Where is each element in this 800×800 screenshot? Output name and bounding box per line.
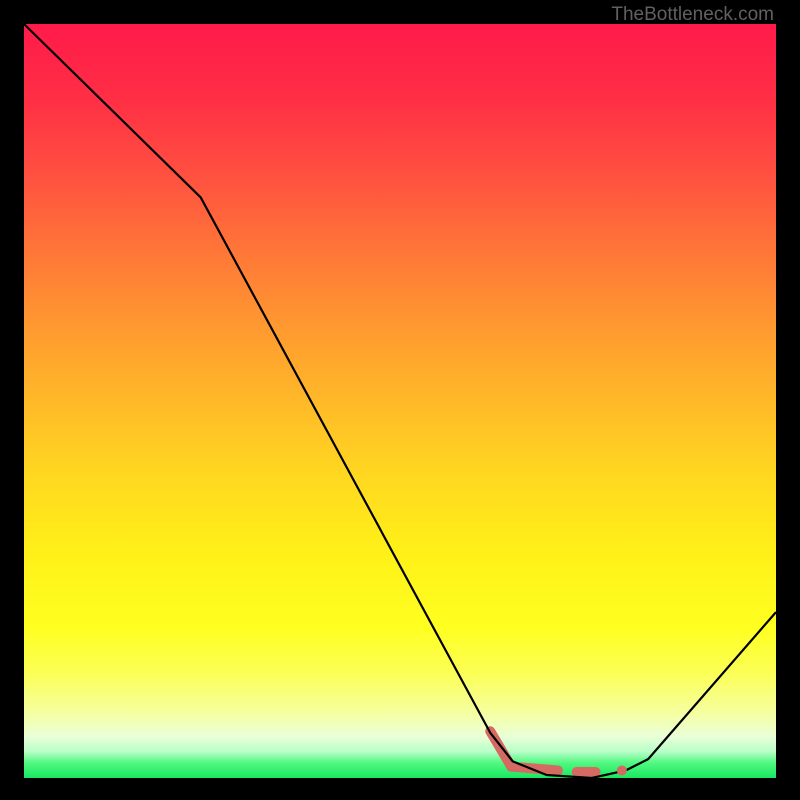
bottleneck-curve [24, 24, 776, 778]
curve-overlay [24, 24, 776, 778]
plot-area [24, 24, 776, 778]
highlight-dot [617, 765, 627, 775]
attribution-label: TheBottleneck.com [611, 4, 774, 26]
chart-container: TheBottleneck.com [0, 0, 800, 800]
